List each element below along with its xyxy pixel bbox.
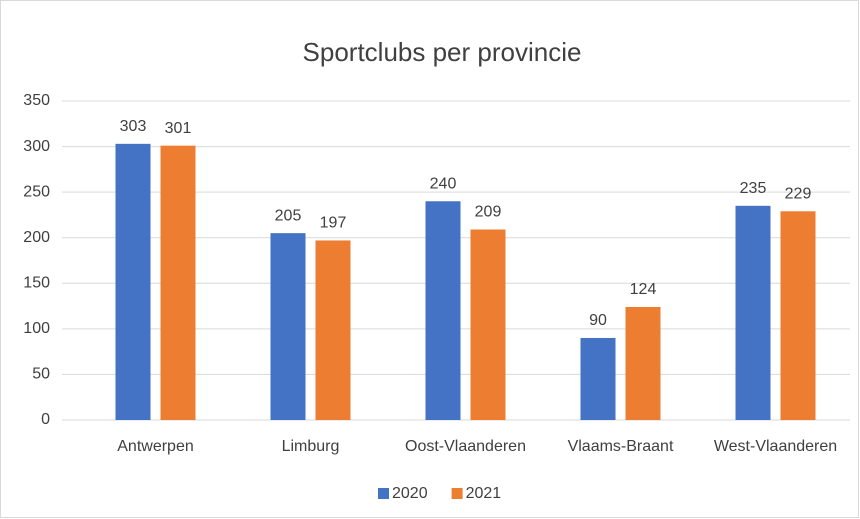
x-tick-label: Antwerpen	[117, 438, 194, 455]
bar	[115, 143, 151, 420]
value-label: 197	[320, 215, 347, 232]
x-tick-label: West-Vlaanderen	[714, 438, 837, 455]
y-tick-label: 300	[23, 138, 50, 155]
y-tick-label: 100	[23, 320, 50, 337]
value-label: 229	[785, 186, 812, 203]
legend-swatch	[451, 488, 463, 499]
value-label: 301	[165, 120, 192, 137]
legend-label: 2020	[392, 485, 428, 502]
y-tick-label: 250	[23, 183, 50, 200]
value-label: 303	[120, 118, 147, 135]
chart-title: Sportclubs per provincie	[303, 37, 582, 67]
bar	[315, 240, 351, 420]
value-label: 209	[475, 204, 502, 221]
y-tick-label: 200	[23, 229, 50, 246]
y-tick-label: 150	[23, 275, 50, 292]
y-tick-label: 50	[32, 366, 50, 383]
bar	[625, 306, 661, 420]
x-tick-label: Oost-Vlaanderen	[405, 438, 526, 455]
legend-swatch	[378, 488, 389, 499]
bar	[735, 205, 771, 420]
value-label: 235	[740, 180, 767, 197]
value-label: 205	[275, 207, 302, 224]
x-tick-label: Limburg	[282, 438, 340, 455]
bar	[270, 233, 306, 420]
legend-label: 2021	[466, 485, 502, 502]
bar	[425, 201, 461, 420]
bar	[160, 145, 196, 420]
bar	[580, 337, 616, 420]
value-label: 124	[630, 281, 657, 298]
y-tick-label: 0	[41, 411, 50, 428]
bar	[470, 229, 506, 420]
value-label: 240	[430, 175, 457, 192]
x-tick-label: Vlaams-Braant	[568, 438, 674, 455]
y-tick-label: 350	[23, 92, 50, 109]
value-label: 90	[589, 312, 607, 329]
bar	[780, 211, 816, 420]
